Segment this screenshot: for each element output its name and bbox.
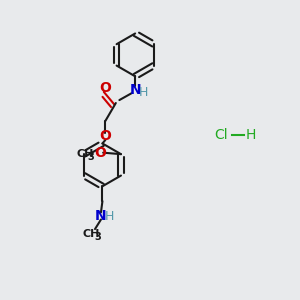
Text: O: O — [100, 81, 111, 94]
Text: O: O — [94, 146, 106, 160]
Text: O: O — [100, 129, 111, 143]
Text: CH: CH — [83, 229, 100, 239]
Text: H: H — [245, 128, 256, 142]
Text: 3: 3 — [87, 152, 94, 161]
Text: CH: CH — [76, 148, 93, 159]
Text: Cl: Cl — [214, 128, 228, 142]
Text: N: N — [95, 209, 107, 223]
Text: 3: 3 — [94, 232, 101, 242]
Text: H: H — [105, 210, 115, 223]
Text: H: H — [139, 86, 148, 99]
Text: N: N — [129, 83, 141, 97]
